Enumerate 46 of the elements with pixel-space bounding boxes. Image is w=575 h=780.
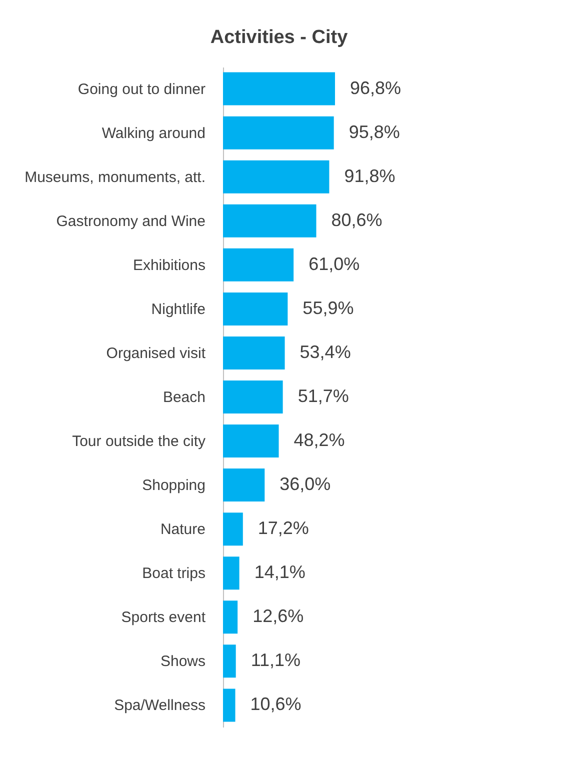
bar [223, 292, 288, 326]
y-tick-label: Exhibitions [132, 256, 206, 274]
y-tick-label: Walking around [102, 124, 206, 142]
data-label: 48,2% [294, 430, 345, 450]
y-tick-label: Organised visit [106, 344, 206, 362]
y-tick-label: Nightlife [151, 300, 206, 318]
data-label: 17,2% [258, 518, 309, 538]
y-tick-label: Shows [160, 653, 206, 670]
data-label: 11,1% [250, 650, 301, 670]
y-tick-label: Boat trips [142, 565, 206, 582]
data-label: 51,7% [298, 386, 349, 406]
bar [223, 512, 243, 546]
y-tick-label: Nature [160, 521, 206, 538]
data-label: 12,6% [252, 606, 304, 626]
bar [223, 556, 240, 590]
bar [223, 644, 236, 678]
data-label: 55,9% [302, 298, 354, 318]
data-label: 53,4% [300, 342, 351, 362]
bar [223, 72, 335, 106]
chart-title: Activities - City [210, 27, 348, 48]
bar [223, 160, 330, 194]
data-label: 61,0% [308, 254, 360, 274]
data-label: 96,8% [350, 78, 402, 98]
y-tick-label: Spa/Wellness [114, 697, 206, 714]
data-label: 95,8% [348, 122, 400, 142]
bar [223, 204, 316, 238]
data-label: 36,0% [280, 474, 331, 494]
bar [223, 248, 294, 282]
bar [223, 424, 279, 458]
y-tick-label: Beach [162, 389, 206, 406]
bar [223, 380, 283, 414]
bar [223, 468, 265, 502]
bar [223, 116, 334, 150]
y-tick-label: Museums, monuments, att. [24, 168, 206, 186]
y-tick-label: Shopping [142, 477, 206, 494]
bar [223, 600, 238, 634]
y-tick-label: Gastronomy and Wine [56, 212, 206, 230]
bar [223, 336, 285, 370]
y-tick-label: Going out to dinner [78, 80, 206, 98]
y-tick-label: Tour outside the city [72, 433, 206, 450]
data-label: 80,6% [331, 210, 382, 230]
y-tick-label: Sports event [121, 609, 206, 626]
bar [223, 688, 236, 722]
data-label: 91,8% [344, 166, 396, 186]
data-label: 14,1% [254, 562, 306, 582]
data-label: 10,6% [250, 694, 302, 714]
